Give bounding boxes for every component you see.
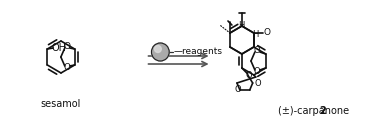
- Text: O: O: [234, 85, 241, 93]
- Text: O: O: [253, 46, 260, 55]
- Text: sesamol: sesamol: [41, 99, 81, 109]
- Circle shape: [151, 43, 169, 61]
- Text: —reagents: —reagents: [173, 47, 222, 56]
- Text: OH: OH: [52, 43, 67, 53]
- Text: H: H: [238, 21, 244, 30]
- Text: O: O: [263, 29, 270, 38]
- Text: O: O: [63, 42, 70, 51]
- Text: O: O: [254, 78, 261, 87]
- Text: O: O: [246, 71, 252, 80]
- Text: O: O: [63, 63, 70, 72]
- Text: H: H: [253, 31, 259, 39]
- Circle shape: [154, 46, 161, 53]
- Text: O: O: [253, 67, 260, 76]
- Text: 2: 2: [319, 106, 326, 116]
- Text: (±)-carpanone: (±)-carpanone: [278, 106, 352, 116]
